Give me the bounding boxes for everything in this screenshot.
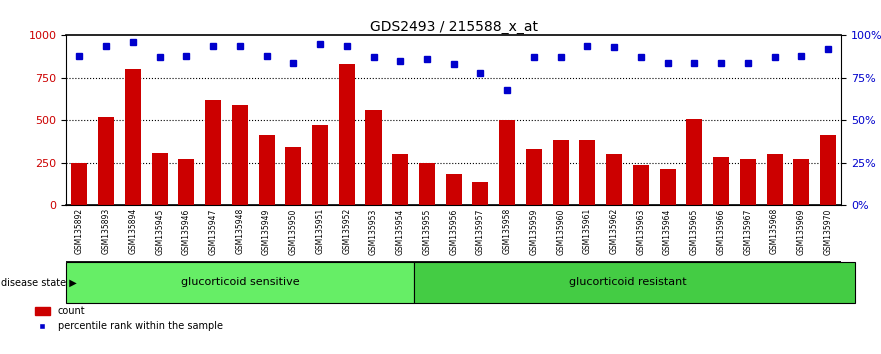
Text: GSM135962: GSM135962 bbox=[610, 208, 618, 255]
Text: GSM135960: GSM135960 bbox=[556, 208, 565, 255]
Text: GSM135959: GSM135959 bbox=[529, 208, 538, 255]
Text: GSM135967: GSM135967 bbox=[744, 208, 752, 255]
Bar bbox=[740, 159, 756, 205]
Bar bbox=[446, 174, 462, 205]
Text: GSM135948: GSM135948 bbox=[235, 208, 244, 255]
Bar bbox=[606, 154, 622, 205]
Text: GSM135892: GSM135892 bbox=[75, 208, 84, 254]
Bar bbox=[392, 154, 408, 205]
Text: GSM135969: GSM135969 bbox=[796, 208, 806, 255]
Bar bbox=[125, 69, 141, 205]
Text: GSM135953: GSM135953 bbox=[369, 208, 378, 255]
Text: GSM135894: GSM135894 bbox=[129, 208, 137, 255]
Text: GSM135964: GSM135964 bbox=[663, 208, 672, 255]
Bar bbox=[713, 157, 729, 205]
Bar bbox=[152, 154, 167, 205]
Legend: count, percentile rank within the sample: count, percentile rank within the sample bbox=[32, 302, 226, 335]
Bar bbox=[205, 100, 221, 205]
Text: glucorticoid sensitive: glucorticoid sensitive bbox=[181, 277, 300, 287]
Bar bbox=[66, 262, 413, 303]
Text: GSM135957: GSM135957 bbox=[476, 208, 485, 255]
Bar bbox=[820, 135, 836, 205]
Bar bbox=[312, 125, 328, 205]
Text: GSM135947: GSM135947 bbox=[209, 208, 218, 255]
Bar bbox=[366, 110, 381, 205]
Text: disease state ▶: disease state ▶ bbox=[1, 277, 77, 287]
Text: GSM135970: GSM135970 bbox=[824, 208, 833, 255]
Bar bbox=[472, 182, 488, 205]
Text: GSM135950: GSM135950 bbox=[289, 208, 298, 255]
Bar bbox=[552, 140, 568, 205]
Text: GSM135945: GSM135945 bbox=[155, 208, 164, 255]
Text: GSM135955: GSM135955 bbox=[423, 208, 432, 255]
Bar bbox=[232, 105, 248, 205]
Text: GSM135946: GSM135946 bbox=[181, 208, 191, 255]
Bar bbox=[526, 149, 542, 205]
Text: GSM135961: GSM135961 bbox=[583, 208, 592, 255]
Bar bbox=[71, 163, 87, 205]
Bar bbox=[339, 64, 355, 205]
Text: GSM135954: GSM135954 bbox=[396, 208, 404, 255]
Bar bbox=[500, 120, 515, 205]
Text: GSM135958: GSM135958 bbox=[503, 208, 512, 255]
Bar bbox=[419, 163, 435, 205]
Bar bbox=[793, 159, 810, 205]
Text: GSM135952: GSM135952 bbox=[343, 208, 352, 255]
Text: glucorticoid resistant: glucorticoid resistant bbox=[568, 277, 686, 287]
Text: GSM135956: GSM135956 bbox=[449, 208, 458, 255]
Title: GDS2493 / 215588_x_at: GDS2493 / 215588_x_at bbox=[370, 21, 537, 34]
Bar bbox=[178, 159, 195, 205]
Bar bbox=[686, 119, 702, 205]
Text: GSM135963: GSM135963 bbox=[636, 208, 646, 255]
Bar bbox=[580, 140, 596, 205]
Bar bbox=[660, 169, 676, 205]
Text: GSM135966: GSM135966 bbox=[716, 208, 726, 255]
Text: GSM135951: GSM135951 bbox=[315, 208, 324, 255]
Bar bbox=[98, 117, 115, 205]
Bar bbox=[633, 165, 649, 205]
Text: GSM135949: GSM135949 bbox=[262, 208, 271, 255]
Text: GSM135965: GSM135965 bbox=[690, 208, 699, 255]
Text: GSM135893: GSM135893 bbox=[101, 208, 111, 255]
Text: GSM135968: GSM135968 bbox=[770, 208, 779, 255]
Bar bbox=[285, 147, 301, 205]
Bar bbox=[258, 135, 275, 205]
Bar bbox=[766, 154, 782, 205]
Bar bbox=[413, 262, 855, 303]
